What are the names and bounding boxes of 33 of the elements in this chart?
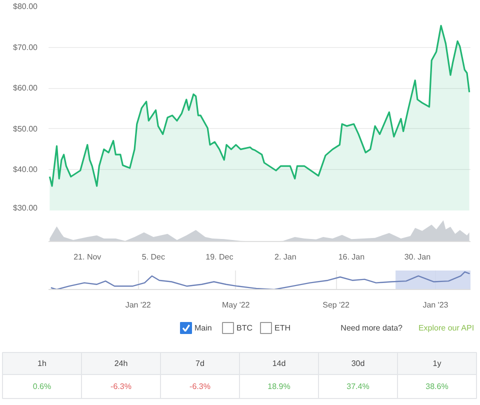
text: Need more data? [340,324,404,332]
category-label: 1h [38,359,46,368]
data-label: -6.3% [110,382,132,391]
x-tick-label: 2. Jan [274,252,296,262]
x-tick-label: 5. Dec [142,252,165,262]
y-tick-label: $80.00 [13,2,38,11]
x-tick-label: May '22 [222,300,250,310]
y-tick-label: $40.00 [13,165,38,174]
x-tick-label: Jan '23 [422,300,449,310]
y-tick-label: $70.00 [13,42,38,52]
category-label: 14d [272,359,286,368]
y-tick-label: $30.00 [13,204,38,212]
category-label: 7d [196,359,204,368]
x-tick-label: 19. Dec [206,252,234,262]
x-tick-label: Sep '22 [322,300,350,310]
data-label: 18.9% [268,382,290,391]
text: BTC [236,324,253,332]
category-label: 24h [114,359,128,368]
text: ETH [274,324,291,332]
x-tick-label: Jan '22 [125,300,152,310]
x-tick-label: 16. Jan [338,252,365,262]
text: Explore our API [418,324,474,332]
data-label: -6.3% [190,382,210,391]
data-label: 0.6% [32,382,52,391]
category-label: 1y [432,359,442,368]
category-label: 30d [351,359,365,368]
text: Main [194,324,212,332]
data-label: 38.6% [426,382,448,391]
y-tick-label: $50.00 [13,124,38,134]
x-tick-label: 21. Nov [74,252,102,262]
x-tick-label: 30. Jan [404,252,431,262]
data-label: 37.4% [346,382,370,391]
y-tick-label: $60.00 [13,84,38,93]
